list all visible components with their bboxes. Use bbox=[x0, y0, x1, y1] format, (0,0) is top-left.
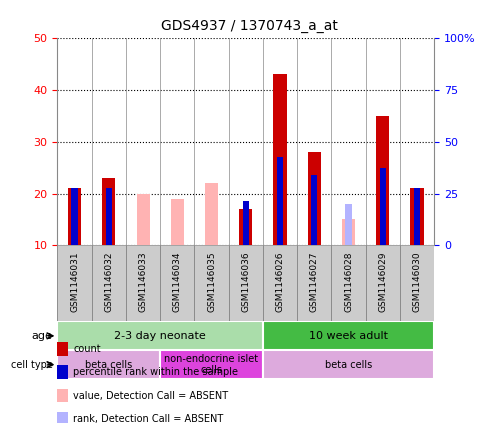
Text: count: count bbox=[73, 344, 101, 354]
Text: GSM1146033: GSM1146033 bbox=[139, 251, 148, 312]
Text: percentile rank within the sample: percentile rank within the sample bbox=[73, 367, 239, 377]
Bar bbox=[331, 245, 366, 321]
Text: GSM1146029: GSM1146029 bbox=[378, 251, 387, 312]
Bar bbox=[160, 350, 263, 379]
Bar bbox=[273, 74, 286, 245]
Bar bbox=[57, 321, 263, 350]
Text: GSM1146030: GSM1146030 bbox=[413, 251, 422, 312]
Bar bbox=[239, 209, 252, 245]
Bar bbox=[297, 245, 331, 321]
Text: GSM1146027: GSM1146027 bbox=[310, 251, 319, 312]
Bar bbox=[263, 321, 434, 350]
Bar bbox=[400, 245, 434, 321]
Bar bbox=[311, 176, 317, 245]
Bar bbox=[102, 178, 115, 245]
Bar bbox=[411, 188, 424, 245]
Bar bbox=[414, 188, 420, 245]
Bar bbox=[380, 168, 386, 245]
Bar bbox=[57, 245, 92, 321]
Bar bbox=[243, 201, 249, 245]
Text: beta cells: beta cells bbox=[85, 360, 132, 370]
Bar bbox=[376, 116, 389, 245]
Text: beta cells: beta cells bbox=[325, 360, 372, 370]
Text: age: age bbox=[31, 331, 52, 341]
Bar bbox=[126, 245, 160, 321]
Bar bbox=[68, 188, 81, 245]
Bar bbox=[137, 194, 150, 245]
Bar bbox=[229, 245, 263, 321]
Text: GSM1146031: GSM1146031 bbox=[70, 251, 79, 312]
Text: GSM1146028: GSM1146028 bbox=[344, 251, 353, 312]
Text: 2-3 day neonate: 2-3 day neonate bbox=[114, 331, 206, 341]
Bar bbox=[160, 245, 195, 321]
Bar bbox=[57, 350, 160, 379]
Text: cell type: cell type bbox=[10, 360, 52, 370]
Text: GSM1146035: GSM1146035 bbox=[207, 251, 216, 312]
Bar bbox=[171, 199, 184, 245]
Bar bbox=[205, 183, 218, 245]
Bar bbox=[106, 188, 112, 245]
Text: value, Detection Call = ABSENT: value, Detection Call = ABSENT bbox=[73, 390, 229, 401]
Text: GSM1146026: GSM1146026 bbox=[275, 251, 284, 312]
Bar bbox=[195, 245, 229, 321]
Bar bbox=[263, 350, 434, 379]
Text: 10 week adult: 10 week adult bbox=[309, 331, 388, 341]
Bar bbox=[92, 245, 126, 321]
Text: rank, Detection Call = ABSENT: rank, Detection Call = ABSENT bbox=[73, 414, 224, 423]
Bar bbox=[342, 220, 355, 245]
Text: GDS4937 / 1370743_a_at: GDS4937 / 1370743_a_at bbox=[161, 19, 338, 33]
Text: GSM1146034: GSM1146034 bbox=[173, 251, 182, 312]
Text: non-endocrine islet
cells: non-endocrine islet cells bbox=[165, 354, 258, 376]
Text: GSM1146036: GSM1146036 bbox=[241, 251, 250, 312]
Bar bbox=[263, 245, 297, 321]
Bar bbox=[308, 152, 321, 245]
Bar bbox=[345, 204, 352, 245]
Bar bbox=[366, 245, 400, 321]
Text: GSM1146032: GSM1146032 bbox=[104, 251, 113, 312]
Bar bbox=[71, 188, 77, 245]
Bar bbox=[277, 157, 283, 245]
